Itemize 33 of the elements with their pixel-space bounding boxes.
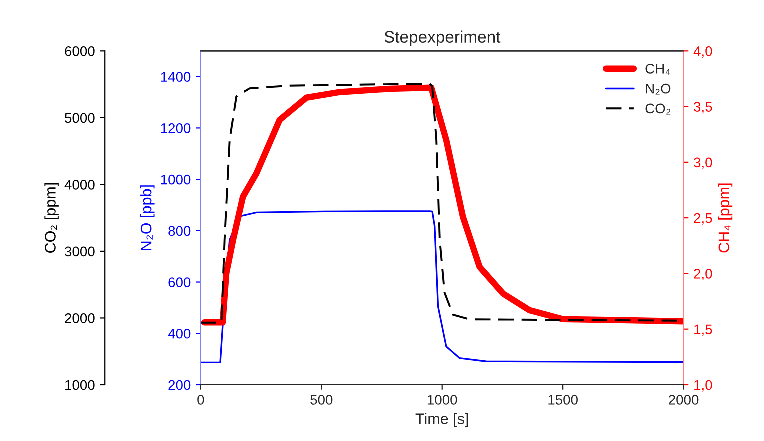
y3-tick-label: 5000	[65, 113, 95, 124]
y-axis-title: N₂O [ppb]	[140, 186, 155, 250]
y-tick-label: 1000	[161, 174, 191, 185]
x-tick-label: 1500	[548, 395, 578, 405]
y-tick-label: 1400	[161, 72, 191, 82]
y2-tick-label: 2,5	[694, 213, 712, 225]
y2-tick-label: 2,0	[694, 269, 712, 281]
x-tick-label: 0	[198, 395, 204, 405]
y3-tick-label: 6000	[65, 46, 95, 56]
x-tick-label: 1000	[428, 395, 458, 405]
legend-label: N₂O	[646, 84, 671, 95]
y2-tick-label: 1,5	[694, 324, 712, 336]
y3-tick-label: 4000	[64, 180, 95, 190]
y3-axis-title: CO₂ [ppm]	[44, 184, 59, 253]
y-tick-label: 800	[168, 226, 191, 236]
y2-tick-label: 3,0	[694, 158, 712, 170]
y2-tick-label: 3,5	[694, 102, 712, 114]
legend-label: CO₂	[646, 104, 671, 115]
y3-tick-label: 2000	[65, 314, 95, 324]
legend-label: CH₄	[646, 64, 670, 75]
y2-axis-title: CH₄ [ppm]	[718, 184, 733, 253]
y3-tick-label: 1000	[66, 380, 95, 390]
chart-title: Stepexperiment	[384, 30, 501, 46]
y-tick-label: 400	[168, 328, 191, 339]
x-axis-title: Time [s]	[416, 413, 468, 428]
y-tick-label: 200	[168, 380, 191, 390]
x-tick-label: 500	[310, 395, 333, 405]
y2-tick-label: 1,0	[694, 380, 712, 392]
x-tick-label: 2000	[669, 395, 699, 405]
y3-tick-label: 3000	[65, 246, 95, 257]
y2-tick-label: 4,0	[694, 46, 712, 58]
y-tick-label: 600	[168, 278, 191, 288]
y-tick-label: 1200	[161, 124, 191, 134]
